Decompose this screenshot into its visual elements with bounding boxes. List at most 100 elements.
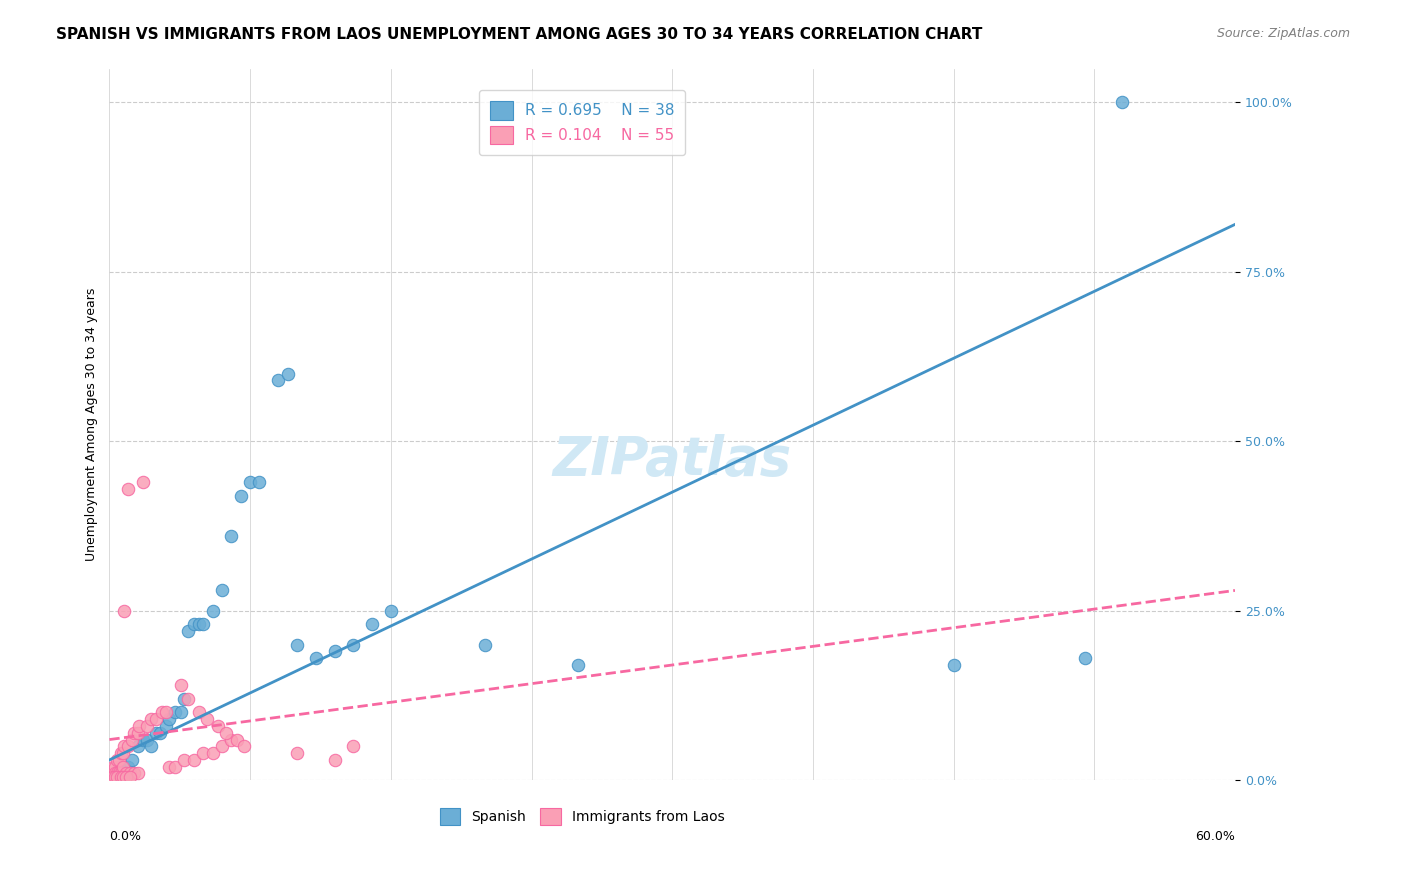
Point: [139, 739, 162, 754]
Point: [104, 760, 127, 774]
Point: [285, 746, 308, 760]
Text: Source: ZipAtlas.com: Source: ZipAtlas.com: [1216, 27, 1350, 40]
Point: [105, 753, 128, 767]
Point: [195, 712, 218, 726]
Point: [177, 692, 200, 706]
Point: [122, 726, 145, 740]
Text: 0.0%: 0.0%: [110, 830, 142, 843]
Point: [115, 770, 138, 784]
Point: [249, 475, 271, 489]
Point: [139, 712, 162, 726]
Point: [361, 617, 384, 632]
Point: [127, 739, 149, 754]
Point: [221, 732, 243, 747]
Point: [211, 583, 233, 598]
Point: [229, 489, 252, 503]
Point: [155, 706, 177, 720]
Point: [132, 732, 155, 747]
Point: [159, 760, 181, 774]
Point: [173, 692, 195, 706]
Point: [323, 753, 346, 767]
Point: [115, 766, 138, 780]
Point: [112, 604, 135, 618]
Text: SPANISH VS IMMIGRANTS FROM LAOS UNEMPLOYMENT AMONG AGES 30 TO 34 YEARS CORRELATI: SPANISH VS IMMIGRANTS FROM LAOS UNEMPLOY…: [56, 27, 983, 42]
Point: [305, 651, 328, 665]
Point: [165, 760, 187, 774]
Legend: Spanish, Immigrants from Laos: Spanish, Immigrants from Laos: [434, 802, 730, 830]
Point: [118, 766, 141, 780]
Point: [239, 475, 262, 489]
Point: [104, 766, 127, 780]
Point: [173, 753, 195, 767]
Point: [122, 766, 145, 780]
Point: [193, 617, 215, 632]
Point: [112, 766, 135, 780]
Point: [183, 753, 205, 767]
Point: [121, 732, 143, 747]
Point: [111, 760, 134, 774]
Point: [170, 706, 193, 720]
Point: [101, 760, 124, 774]
Point: [170, 678, 193, 692]
Point: [128, 719, 150, 733]
Point: [110, 766, 132, 780]
Point: [1074, 651, 1097, 665]
Point: [188, 706, 211, 720]
Point: [118, 770, 141, 784]
Point: [567, 658, 589, 673]
Point: [121, 753, 143, 767]
Point: [105, 766, 128, 780]
Point: [117, 739, 139, 754]
Point: [233, 739, 256, 754]
Point: [110, 746, 132, 760]
Point: [211, 739, 233, 754]
Point: [323, 644, 346, 658]
Point: [201, 746, 224, 760]
Text: 60.0%: 60.0%: [1195, 830, 1234, 843]
Point: [101, 770, 124, 784]
Point: [127, 726, 149, 740]
Point: [177, 624, 200, 639]
Point: [155, 719, 177, 733]
Point: [226, 732, 249, 747]
Point: [193, 746, 215, 760]
Point: [136, 719, 159, 733]
Point: [117, 482, 139, 496]
Point: [107, 766, 129, 780]
Point: [145, 712, 167, 726]
Point: [145, 726, 167, 740]
Point: [165, 706, 187, 720]
Point: [107, 760, 129, 774]
Point: [159, 712, 181, 726]
Point: [132, 475, 155, 489]
Point: [110, 770, 132, 784]
Point: [277, 367, 299, 381]
Point: [112, 739, 135, 754]
Point: [150, 706, 173, 720]
Point: [342, 638, 364, 652]
Point: [136, 732, 159, 747]
Point: [107, 753, 129, 767]
Point: [183, 617, 205, 632]
Point: [117, 760, 139, 774]
Point: [215, 726, 238, 740]
Y-axis label: Unemployment Among Ages 30 to 34 years: Unemployment Among Ages 30 to 34 years: [86, 288, 98, 561]
Point: [207, 719, 229, 733]
Point: [127, 766, 149, 780]
Point: [104, 770, 127, 784]
Point: [149, 726, 172, 740]
Point: [201, 604, 224, 618]
Point: [111, 746, 134, 760]
Point: [111, 770, 134, 784]
Point: [380, 604, 402, 618]
Point: [285, 638, 308, 652]
Point: [105, 770, 128, 784]
Point: [188, 617, 211, 632]
Point: [267, 373, 290, 387]
Point: [1111, 95, 1133, 110]
Text: ZIPatlas: ZIPatlas: [553, 434, 792, 486]
Point: [942, 658, 965, 673]
Point: [474, 638, 496, 652]
Point: [342, 739, 364, 754]
Point: [221, 529, 243, 543]
